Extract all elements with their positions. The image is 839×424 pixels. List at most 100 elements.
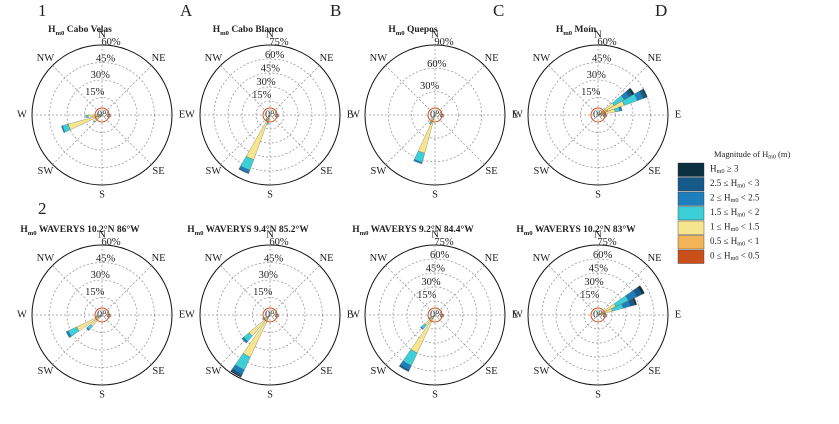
r-tick-label: 60% [265, 50, 285, 61]
text-part: Cabo Blanco [229, 25, 284, 35]
calm-circle [94, 307, 110, 323]
r-tick-label: 30% [420, 81, 440, 92]
text-part: < 3 [745, 178, 760, 188]
subscript: m0 [737, 212, 745, 219]
direction-label: S [99, 389, 105, 400]
direction-label: W [513, 309, 523, 320]
direction-label: NE [648, 253, 662, 264]
legend-swatch [677, 235, 705, 250]
r-tick-label: 60% [427, 59, 447, 70]
subscript: m0 [563, 29, 573, 36]
spoke [434, 114, 485, 165]
text-part: WAVERYS 10.2°N 86°W [37, 224, 140, 235]
legend-label: 0 ≤ Hm0 < 0.5 [710, 250, 760, 262]
direction-label: SW [38, 366, 54, 377]
row-label: 1 [38, 1, 47, 20]
legend-swatch [677, 249, 705, 264]
direction-label: S [99, 189, 105, 200]
spoke [101, 314, 152, 365]
r-tick-label: 0% [430, 109, 444, 120]
text-part: Magnitude of H [714, 149, 768, 159]
petal-segment [245, 119, 269, 160]
text-part: Quepos [405, 25, 438, 35]
direction-label: SW [371, 166, 387, 177]
petal-segment [230, 370, 242, 378]
calm-circle [427, 107, 443, 123]
direction-label: NE [152, 253, 166, 264]
petal-segment [420, 326, 424, 330]
petal-segment [68, 116, 97, 130]
r-tick-label: 30% [421, 277, 441, 288]
chart-title: Hm0 Cabo Velas [48, 25, 112, 36]
direction-label: W [513, 109, 523, 120]
text-part: Moín [572, 25, 597, 35]
subscript: m0 [737, 183, 745, 190]
r-tick-label: 45% [592, 53, 612, 64]
direction-label: N [98, 29, 106, 40]
direction-label: N [594, 229, 602, 240]
r-tick-label: 60% [101, 37, 121, 48]
spoke [597, 314, 648, 365]
chart-title: Hm0 WAVERYS 10.2°N 86°W [20, 224, 140, 236]
petal-segment [432, 116, 434, 118]
petal-segment [97, 113, 101, 116]
legend-label: 1 ≤ Hm0 < 1.5 [710, 221, 760, 233]
direction-label: E [675, 309, 681, 320]
r-tick-label: 15% [417, 290, 437, 301]
direction-label: W [17, 109, 27, 120]
r-tick-label: 30% [256, 77, 276, 88]
text-part: H [187, 225, 195, 235]
petal-segment [398, 364, 410, 372]
subscript: m0 [396, 29, 406, 36]
rose-chart: 0% 15% 30% 45% 60%N NE E SE S SW W NW [185, 229, 353, 400]
legend-swatch [677, 162, 705, 177]
subscript: m0 [730, 255, 738, 262]
petal-segment [642, 88, 648, 98]
spoke [269, 314, 320, 365]
direction-label: NE [485, 253, 499, 264]
direction-label: NW [533, 53, 551, 64]
direction-label: NE [648, 53, 662, 64]
direction-label: SW [371, 366, 387, 377]
petal-segment [632, 297, 637, 306]
text-part: < 0.5 [739, 250, 760, 260]
r-tick-label: 60% [593, 250, 613, 261]
legend-swatch [677, 206, 705, 221]
direction-label: N [98, 229, 106, 240]
column-label: D [655, 1, 667, 20]
direction-label: N [594, 29, 602, 40]
text-part: H [213, 25, 221, 35]
r-tick-label: 30% [584, 277, 604, 288]
direction-label: NE [485, 53, 499, 64]
petal-segment [413, 159, 423, 165]
r-tick-label: 45% [96, 53, 116, 64]
direction-label: NW [533, 253, 551, 264]
calm-circle [427, 307, 443, 323]
r-tick-label: 15% [253, 287, 273, 298]
r-tick-label: 75% [597, 237, 617, 248]
text-part: 2.5 ≤ H [710, 178, 738, 188]
calm-circle [94, 107, 110, 123]
legend-label: 1.5 ≤ Hm0 < 2 [710, 207, 759, 219]
subscript: m0 [28, 229, 38, 236]
text-part: H [48, 25, 56, 35]
chart-title: Hm0 WAVERYS 9.4°N 85.2°W [187, 224, 309, 236]
direction-label: E [675, 109, 681, 120]
spoke [434, 314, 485, 365]
direction-label: E [347, 309, 353, 320]
text-part: H [388, 25, 396, 35]
r-tick-label: 75% [269, 37, 289, 48]
text-part: H [20, 225, 28, 235]
direction-label: SE [485, 166, 497, 177]
direction-label: W [350, 109, 360, 120]
petal-segment [65, 330, 72, 338]
direction-label: N [431, 29, 439, 40]
legend-swatch [677, 191, 705, 206]
legend-swatch [677, 220, 705, 235]
petal-segment [85, 114, 89, 119]
text-part: Cabo Velas [64, 25, 112, 35]
r-tick-label: 0% [97, 109, 111, 120]
r-tick-label: 0% [265, 309, 279, 320]
text-part: (m) [776, 149, 791, 159]
rose-chart: 0% 15% 30% 45% 60% 75%N NE E SE S SW W NW [185, 29, 353, 200]
